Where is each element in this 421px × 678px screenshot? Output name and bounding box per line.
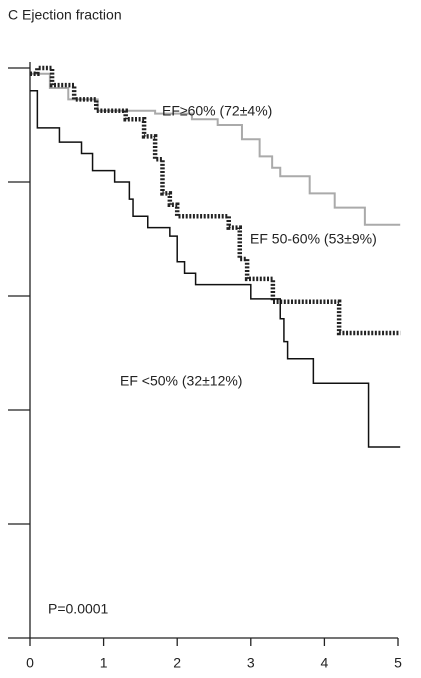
x-tick-label: 2	[173, 655, 181, 671]
series-label: EF 50-60% (53±9%)	[250, 231, 377, 247]
series-label: EF <50% (32±12%)	[120, 373, 242, 389]
x-tick-label: 3	[247, 655, 255, 671]
series-label: EF≥60% (72±4%)	[162, 103, 272, 119]
x-tick-label: 4	[321, 655, 329, 671]
x-tick-label: 1	[100, 655, 108, 671]
survival-curve	[30, 72, 401, 226]
p-value: P=0.0001	[48, 601, 109, 617]
chart-title: C Ejection fraction	[8, 7, 122, 23]
survival-curve	[30, 65, 401, 336]
survival-curve	[30, 90, 401, 448]
x-tick-label: 5	[394, 655, 402, 671]
x-tick-label: 0	[26, 655, 34, 671]
